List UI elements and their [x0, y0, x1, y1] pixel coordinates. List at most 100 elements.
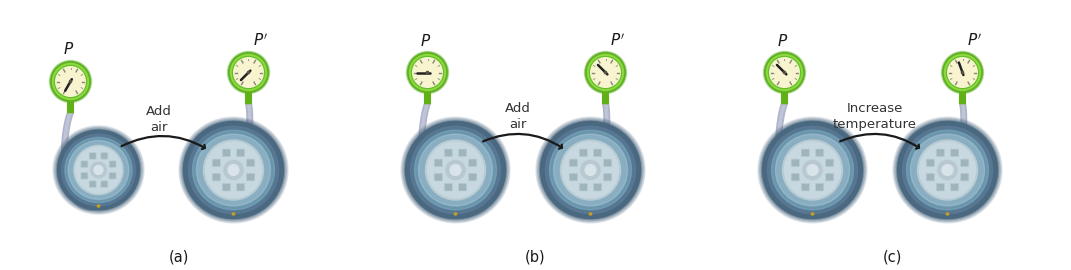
Ellipse shape	[407, 52, 448, 93]
Ellipse shape	[763, 122, 862, 218]
Ellipse shape	[409, 55, 446, 90]
Ellipse shape	[425, 140, 485, 200]
Ellipse shape	[811, 213, 814, 215]
Ellipse shape	[942, 52, 983, 93]
Ellipse shape	[406, 122, 506, 218]
FancyBboxPatch shape	[245, 91, 252, 104]
Ellipse shape	[803, 160, 823, 180]
Ellipse shape	[763, 122, 862, 218]
Ellipse shape	[233, 58, 263, 87]
Ellipse shape	[51, 62, 90, 101]
Ellipse shape	[783, 71, 786, 74]
Ellipse shape	[896, 120, 999, 220]
Ellipse shape	[51, 62, 90, 101]
Ellipse shape	[770, 58, 799, 87]
FancyBboxPatch shape	[81, 161, 88, 167]
Ellipse shape	[765, 53, 804, 92]
FancyBboxPatch shape	[961, 173, 969, 181]
Ellipse shape	[604, 71, 606, 74]
Ellipse shape	[411, 56, 443, 89]
Ellipse shape	[56, 129, 141, 211]
Text: $P'$: $P'$	[967, 32, 982, 49]
Ellipse shape	[580, 160, 600, 180]
Ellipse shape	[193, 130, 274, 210]
Ellipse shape	[541, 122, 640, 218]
Ellipse shape	[49, 60, 92, 103]
Ellipse shape	[65, 137, 132, 202]
FancyBboxPatch shape	[961, 159, 969, 167]
Ellipse shape	[206, 142, 261, 198]
FancyBboxPatch shape	[579, 149, 588, 157]
Ellipse shape	[406, 51, 449, 94]
Ellipse shape	[541, 122, 640, 218]
FancyBboxPatch shape	[791, 173, 799, 181]
Ellipse shape	[56, 67, 86, 96]
FancyBboxPatch shape	[569, 159, 577, 167]
FancyBboxPatch shape	[579, 183, 588, 191]
Ellipse shape	[228, 165, 239, 176]
FancyBboxPatch shape	[212, 159, 221, 167]
FancyBboxPatch shape	[101, 153, 108, 159]
Ellipse shape	[414, 130, 497, 210]
FancyBboxPatch shape	[959, 91, 966, 104]
Ellipse shape	[403, 119, 509, 221]
Ellipse shape	[227, 51, 270, 94]
FancyBboxPatch shape	[826, 173, 834, 181]
FancyBboxPatch shape	[604, 159, 612, 167]
Ellipse shape	[419, 134, 493, 206]
Ellipse shape	[538, 119, 644, 221]
Ellipse shape	[938, 160, 957, 180]
Ellipse shape	[58, 130, 139, 210]
FancyBboxPatch shape	[458, 149, 467, 157]
FancyBboxPatch shape	[434, 173, 442, 181]
FancyBboxPatch shape	[444, 149, 452, 157]
FancyBboxPatch shape	[926, 159, 934, 167]
Ellipse shape	[549, 130, 632, 210]
Ellipse shape	[941, 51, 983, 94]
Ellipse shape	[897, 122, 997, 218]
FancyBboxPatch shape	[89, 153, 96, 159]
Text: (a): (a)	[168, 250, 188, 265]
Ellipse shape	[897, 122, 997, 218]
Ellipse shape	[894, 119, 1000, 221]
Ellipse shape	[893, 117, 1002, 223]
Ellipse shape	[55, 127, 142, 213]
Ellipse shape	[247, 71, 250, 74]
Ellipse shape	[759, 119, 865, 221]
Ellipse shape	[408, 53, 447, 92]
Ellipse shape	[536, 117, 645, 223]
Ellipse shape	[942, 53, 982, 92]
FancyBboxPatch shape	[109, 161, 116, 167]
FancyBboxPatch shape	[469, 173, 477, 181]
Ellipse shape	[427, 142, 483, 198]
FancyBboxPatch shape	[936, 183, 945, 191]
Ellipse shape	[224, 160, 243, 180]
FancyBboxPatch shape	[81, 173, 88, 179]
Ellipse shape	[232, 56, 265, 89]
Ellipse shape	[585, 165, 595, 176]
Ellipse shape	[76, 147, 121, 193]
FancyBboxPatch shape	[602, 91, 609, 104]
Ellipse shape	[539, 120, 642, 220]
Text: $P'$: $P'$	[253, 32, 268, 49]
Ellipse shape	[196, 134, 271, 206]
Ellipse shape	[589, 56, 621, 89]
Ellipse shape	[94, 166, 103, 174]
Ellipse shape	[962, 71, 964, 74]
Ellipse shape	[228, 52, 269, 93]
FancyBboxPatch shape	[67, 100, 74, 113]
Ellipse shape	[52, 126, 144, 214]
Ellipse shape	[454, 213, 456, 215]
Ellipse shape	[545, 126, 635, 214]
Ellipse shape	[182, 120, 285, 220]
Ellipse shape	[62, 134, 135, 206]
Ellipse shape	[945, 55, 980, 90]
Ellipse shape	[758, 117, 868, 223]
Ellipse shape	[920, 142, 976, 198]
Ellipse shape	[179, 117, 288, 223]
Ellipse shape	[903, 126, 993, 214]
Ellipse shape	[769, 56, 800, 89]
FancyBboxPatch shape	[781, 91, 788, 104]
FancyBboxPatch shape	[604, 173, 612, 181]
FancyBboxPatch shape	[469, 159, 477, 167]
